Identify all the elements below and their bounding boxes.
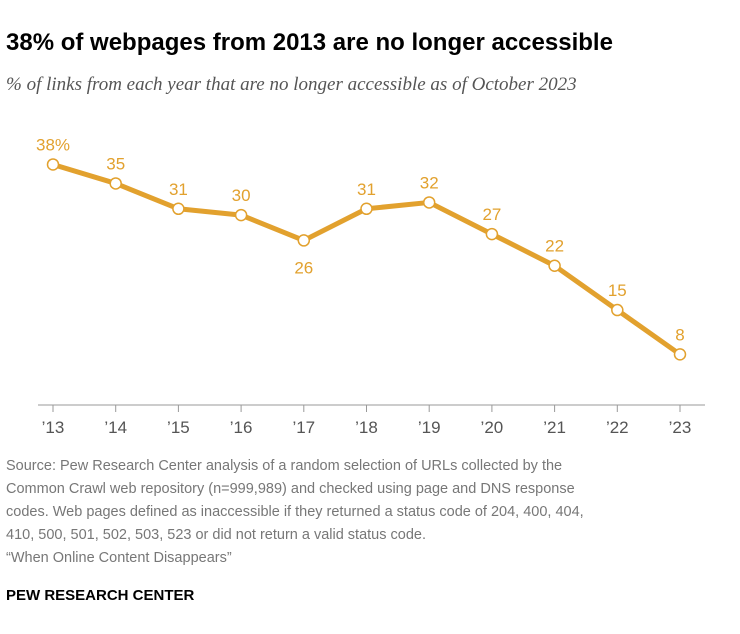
x-tick-label: ’18 [355, 418, 378, 437]
data-point [673, 348, 687, 361]
value-label: 32 [420, 173, 439, 192]
chart-subtitle: % of links from each year that are no lo… [6, 74, 577, 95]
value-label: 15 [608, 281, 627, 300]
x-tick-label: ’17 [292, 418, 315, 437]
value-label: 30 [232, 186, 251, 205]
value-label: 31 [357, 180, 376, 199]
x-tick-label: ’22 [606, 418, 629, 437]
x-tick-label: ’16 [230, 418, 253, 437]
chart-title: 38% of webpages from 2013 are no longer … [6, 29, 613, 56]
source-note: 410, 500, 501, 502, 503, 523 or did not … [6, 527, 426, 543]
x-tick-label: ’15 [167, 418, 190, 437]
data-point [485, 227, 499, 241]
source-note: “When Online Content Disappears” [6, 550, 232, 566]
data-point [360, 202, 373, 216]
data-point [422, 196, 436, 209]
value-label: 26 [294, 258, 313, 277]
x-tick-label: ’13 [42, 418, 65, 437]
data-point [611, 303, 624, 317]
x-tick-label: ’21 [543, 418, 566, 437]
footer: PEW RESEARCH CENTER [6, 587, 195, 604]
x-tick-label: ’20 [481, 418, 504, 437]
data-point [172, 202, 185, 216]
value-label: 35 [106, 154, 125, 173]
source-note: Source: Pew Research Center analysis of … [6, 458, 562, 474]
source-note: Common Crawl web repository (n=999,989) … [6, 481, 575, 497]
data-point [109, 177, 122, 190]
data-point [234, 208, 248, 222]
x-tick-label: ’14 [104, 418, 127, 437]
value-label: 22 [545, 237, 564, 256]
value-label: 38% [36, 135, 70, 154]
data-point [46, 158, 60, 171]
value-label: 8 [675, 325, 684, 344]
x-tick-label: ’23 [669, 418, 692, 437]
value-label: 31 [169, 180, 188, 199]
data-point [548, 259, 561, 272]
source-note: codes. Web pages defined as inaccessible… [6, 504, 584, 520]
x-tick-label: ’19 [418, 418, 441, 437]
data-point [297, 234, 311, 247]
value-label: 27 [482, 205, 501, 224]
